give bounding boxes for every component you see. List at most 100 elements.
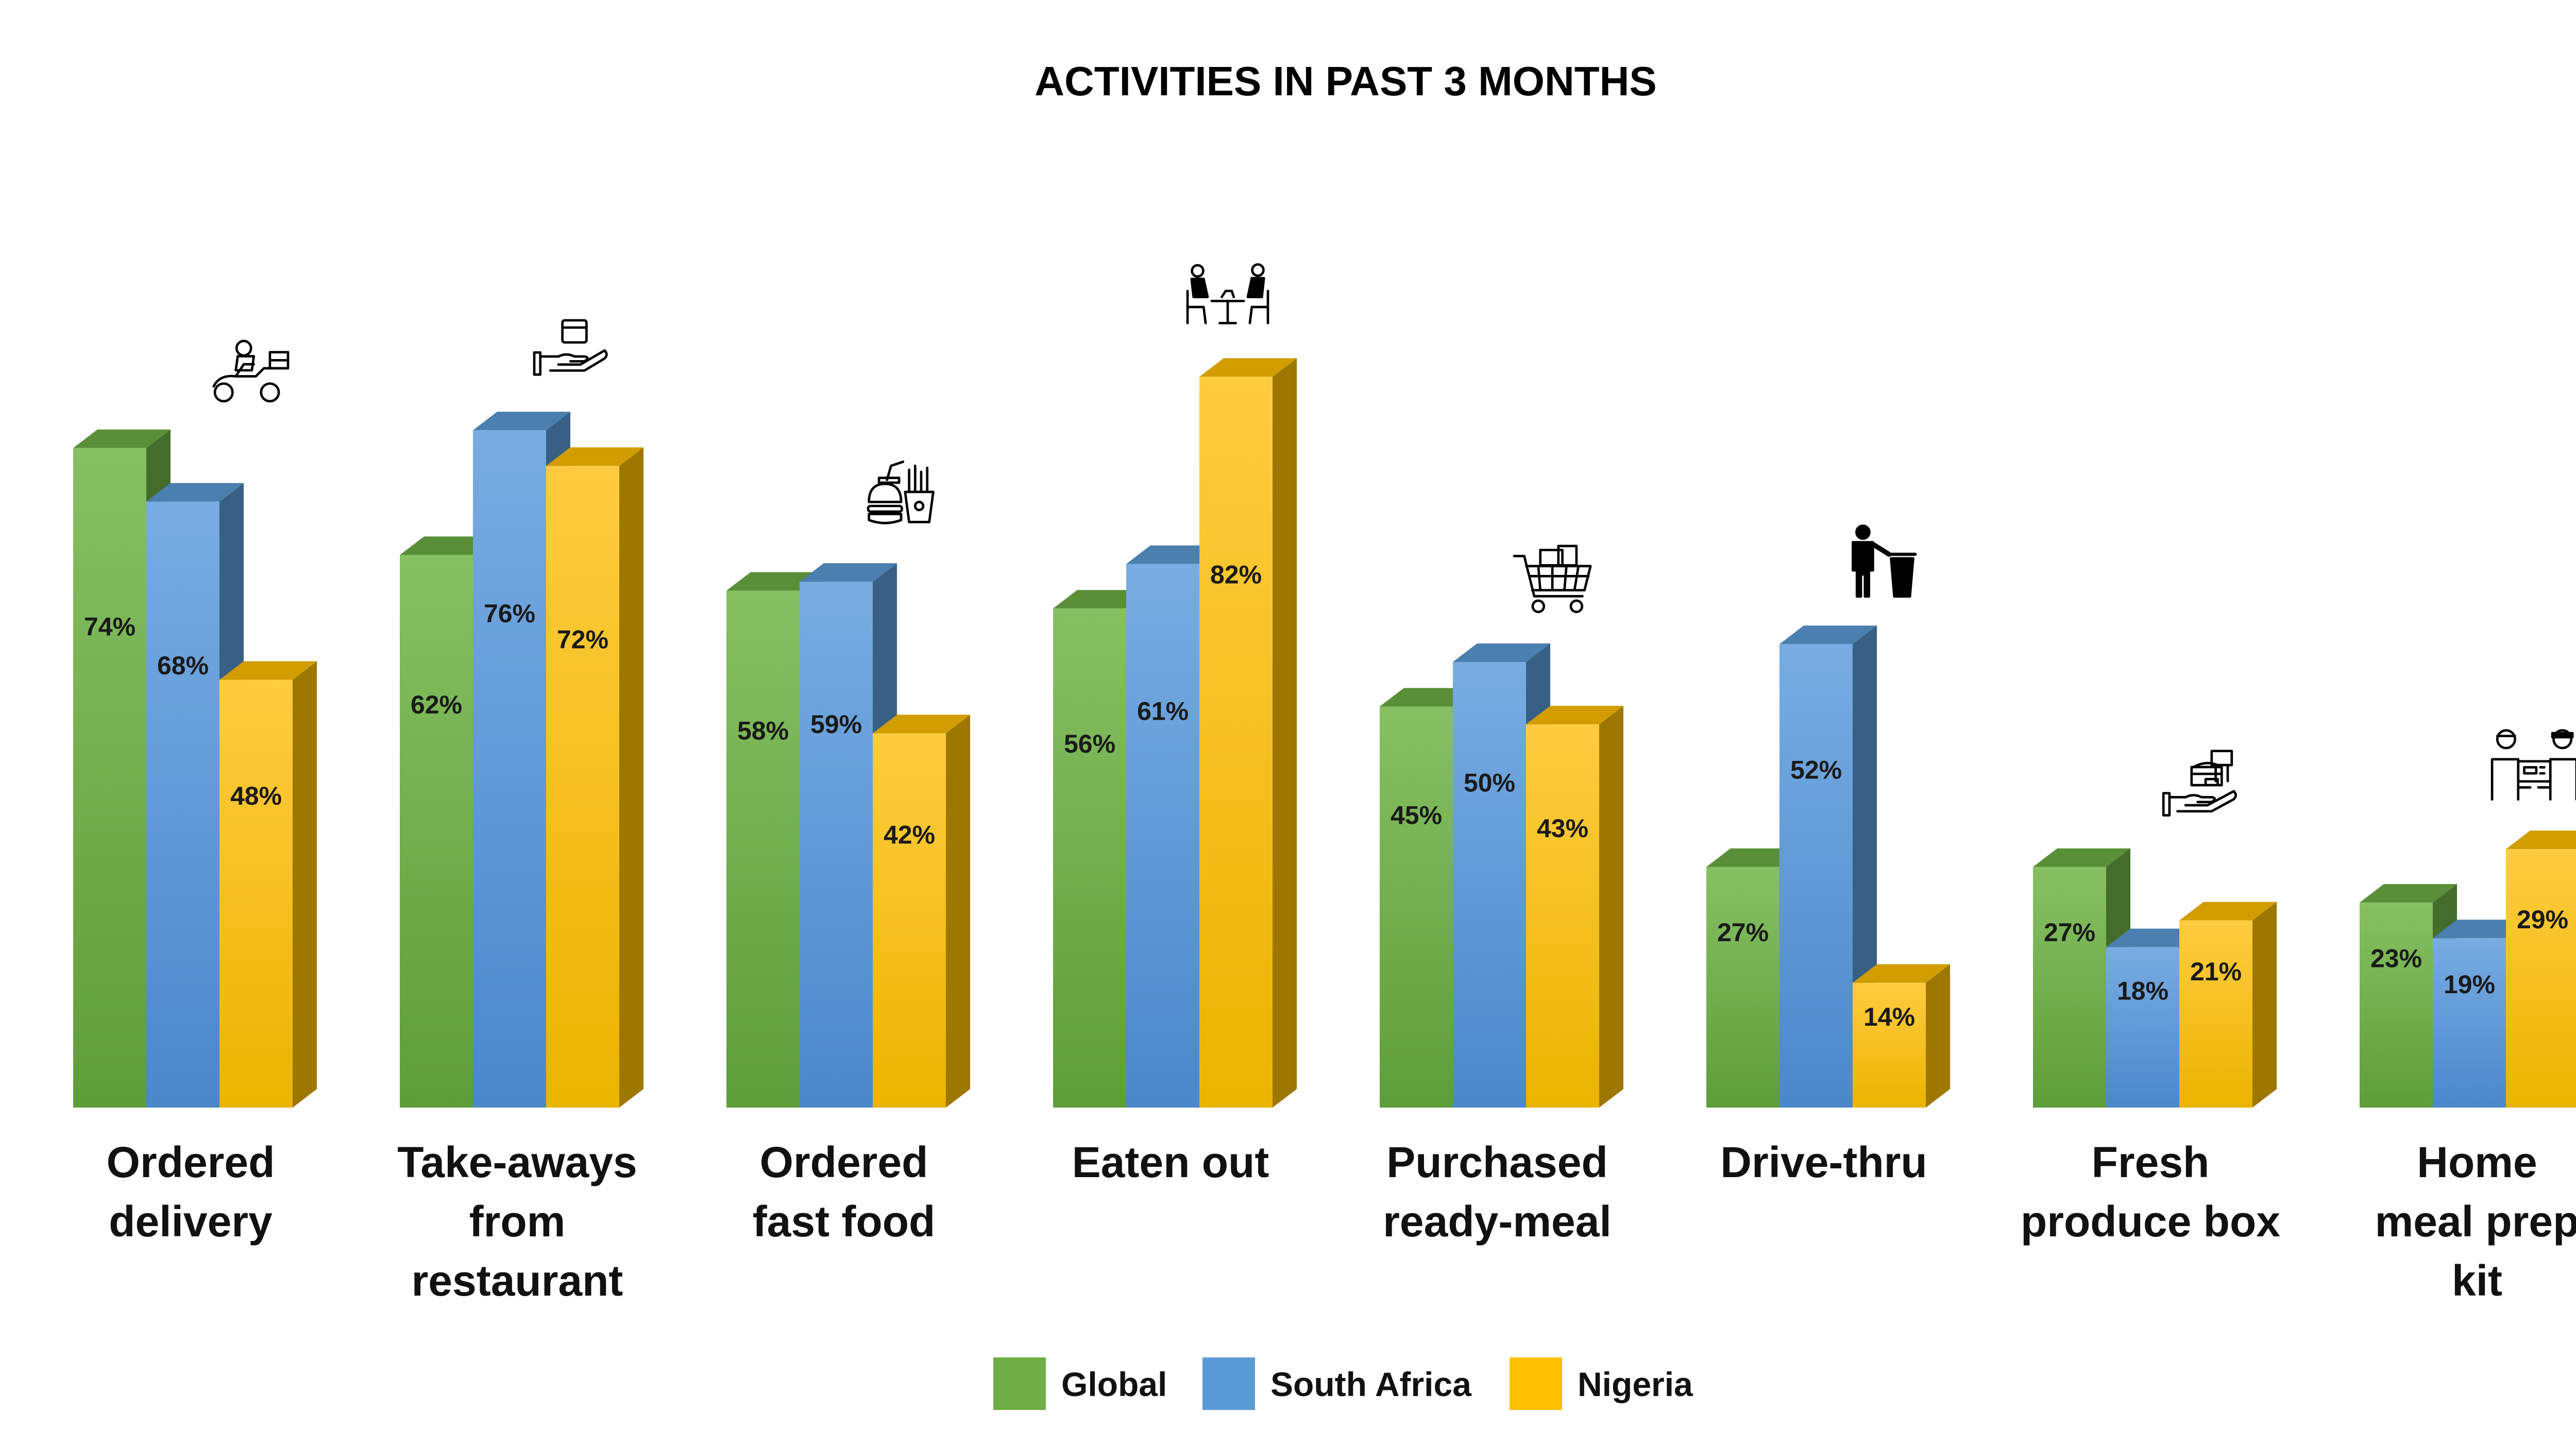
bar-top-face xyxy=(800,563,897,582)
bar-front-face xyxy=(1780,644,1853,1108)
category-label-eaten-out: Eaten out xyxy=(1072,1138,1269,1186)
bar-top-face xyxy=(219,661,317,680)
legend: Global South Africa Nigeria xyxy=(993,1357,1693,1410)
value-label-take-aways-from-restaurant-south-africa: 76% xyxy=(484,599,535,628)
bar-drive-thru-nigeria xyxy=(1853,964,1950,1108)
icons-group xyxy=(212,263,2576,817)
bar-top-face xyxy=(473,412,570,431)
value-label-home-meal-prep-kit-global: 23% xyxy=(2370,944,2422,973)
bar-front-face xyxy=(800,582,873,1108)
hand-takeaway-icon xyxy=(533,319,608,376)
bar-front-face xyxy=(473,430,546,1108)
bar-front-face xyxy=(2033,866,2106,1108)
bar-purchased-ready-meal-nigeria xyxy=(1526,706,1623,1108)
legend-label: Global xyxy=(1061,1365,1167,1403)
value-label-home-meal-prep-kit-south-africa: 19% xyxy=(2444,970,2495,999)
bar-fresh-produce-box-nigeria xyxy=(2179,902,2277,1108)
value-label-eaten-out-global: 56% xyxy=(1064,729,1115,758)
bar-side-face xyxy=(1599,706,1623,1108)
bar-front-face xyxy=(1453,662,1526,1108)
value-label-take-aways-from-restaurant-nigeria: 72% xyxy=(557,625,608,654)
value-labels-group: 74% 68% 48% 62% 76% 72% 58% 59% 42% 56% 61% 82% 45% 5… xyxy=(84,560,2568,1031)
bar-top-face xyxy=(2506,830,2576,849)
value-label-drive-thru-nigeria: 14% xyxy=(1863,1002,1915,1031)
bar-top-face xyxy=(400,536,497,555)
bar-front-face xyxy=(219,679,293,1108)
value-label-fresh-produce-box-global: 27% xyxy=(2044,918,2095,947)
legend-swatch xyxy=(993,1357,1046,1410)
category-label-ordered-delivery: Ordered delivery xyxy=(107,1138,275,1246)
bar-front-face xyxy=(2506,849,2576,1108)
category-label-ordered-fast-food: Ordered fast food xyxy=(753,1138,936,1246)
bar-top-face xyxy=(1453,643,1550,662)
value-label-fresh-produce-box-nigeria: 21% xyxy=(2190,957,2242,986)
bar-top-face xyxy=(1053,590,1150,609)
bar-side-face xyxy=(1926,964,1950,1108)
bar-side-face xyxy=(2252,902,2277,1108)
bar-front-face xyxy=(726,590,800,1108)
value-label-take-aways-from-restaurant-global: 62% xyxy=(411,690,462,719)
bar-top-face xyxy=(546,447,643,466)
bar-top-face xyxy=(1199,358,1297,377)
bar-front-face xyxy=(1526,724,1599,1108)
legend-label: South Africa xyxy=(1270,1365,1472,1403)
bar-top-face xyxy=(873,715,970,734)
value-label-eaten-out-nigeria: 82% xyxy=(1210,560,1262,589)
bar-front-face xyxy=(546,466,619,1108)
bar-front-face xyxy=(2179,920,2252,1108)
bar-front-face xyxy=(1706,866,1780,1108)
bar-top-face xyxy=(2106,928,2204,947)
category-label-fresh-produce-box: Fresh produce box xyxy=(2021,1138,2280,1246)
legend-swatch xyxy=(1510,1357,1562,1410)
value-label-drive-thru-global: 27% xyxy=(1717,918,1769,947)
bar-top-face xyxy=(726,572,824,591)
fast-food-icon xyxy=(867,461,935,524)
bar-side-face xyxy=(619,447,643,1108)
produce-box-hand-icon xyxy=(2162,750,2237,817)
value-label-ordered-fast-food-nigeria: 42% xyxy=(884,821,935,849)
person-trash-icon xyxy=(1852,524,1917,598)
bar-top-face xyxy=(2433,920,2530,939)
value-label-purchased-ready-meal-nigeria: 43% xyxy=(1537,814,1588,843)
bar-front-face xyxy=(2433,938,2506,1108)
category-label-drive-thru: Drive-thru xyxy=(1720,1138,1927,1186)
bar-front-face xyxy=(400,555,473,1108)
legend-item-global: Global xyxy=(993,1357,1167,1410)
legend-label: Nigeria xyxy=(1578,1365,1693,1403)
category-label-home-meal-prep-kit: Home meal prep kit xyxy=(2375,1138,2576,1305)
value-label-ordered-delivery-south-africa: 68% xyxy=(157,651,209,680)
legend-item-south-africa: South Africa xyxy=(1202,1357,1472,1410)
category-label-take-aways-from-restaurant: Take-aways from restaurant xyxy=(397,1138,637,1305)
bar-home-meal-prep-kit-nigeria xyxy=(2506,830,2576,1108)
shopping-cart-icon xyxy=(1513,545,1592,614)
bar-front-face xyxy=(2360,903,2433,1108)
bar-front-face xyxy=(1053,608,1126,1108)
value-label-ordered-fast-food-global: 58% xyxy=(737,717,789,745)
bars-group xyxy=(73,358,2576,1108)
dining-people-icon xyxy=(1186,263,1269,325)
bar-top-face xyxy=(1526,706,1623,725)
bar-top-face xyxy=(1853,964,1950,983)
value-label-ordered-delivery-nigeria: 48% xyxy=(230,781,282,810)
value-label-drive-thru-south-africa: 52% xyxy=(1790,755,1842,784)
bar-ordered-delivery-nigeria xyxy=(219,661,317,1108)
category-label-purchased-ready-meal: Purchased ready-meal xyxy=(1383,1138,1612,1246)
bar-front-face xyxy=(873,733,946,1108)
bar-top-face xyxy=(1780,625,1877,644)
value-label-ordered-fast-food-south-africa: 59% xyxy=(810,710,862,739)
bar-top-face xyxy=(73,429,171,448)
value-label-home-meal-prep-kit-nigeria: 29% xyxy=(2517,905,2568,934)
value-label-purchased-ready-meal-global: 45% xyxy=(1391,801,1442,830)
bar-ordered-fast-food-nigeria xyxy=(873,715,970,1108)
bar-side-face xyxy=(946,715,970,1108)
bar-front-face xyxy=(146,501,219,1108)
bar-side-face xyxy=(1273,358,1297,1108)
value-label-fresh-produce-box-south-africa: 18% xyxy=(2117,977,2168,1006)
bar-front-face xyxy=(1380,706,1453,1108)
bar-take-aways-from-restaurant-nigeria xyxy=(546,447,643,1108)
bar-front-face xyxy=(1199,377,1273,1108)
value-label-purchased-ready-meal-south-africa: 50% xyxy=(1464,769,1515,797)
meal-kit-handover-icon xyxy=(2490,729,2576,801)
category-labels-group: Ordered delivery Take-aways from restaurant O… xyxy=(107,1138,2576,1305)
